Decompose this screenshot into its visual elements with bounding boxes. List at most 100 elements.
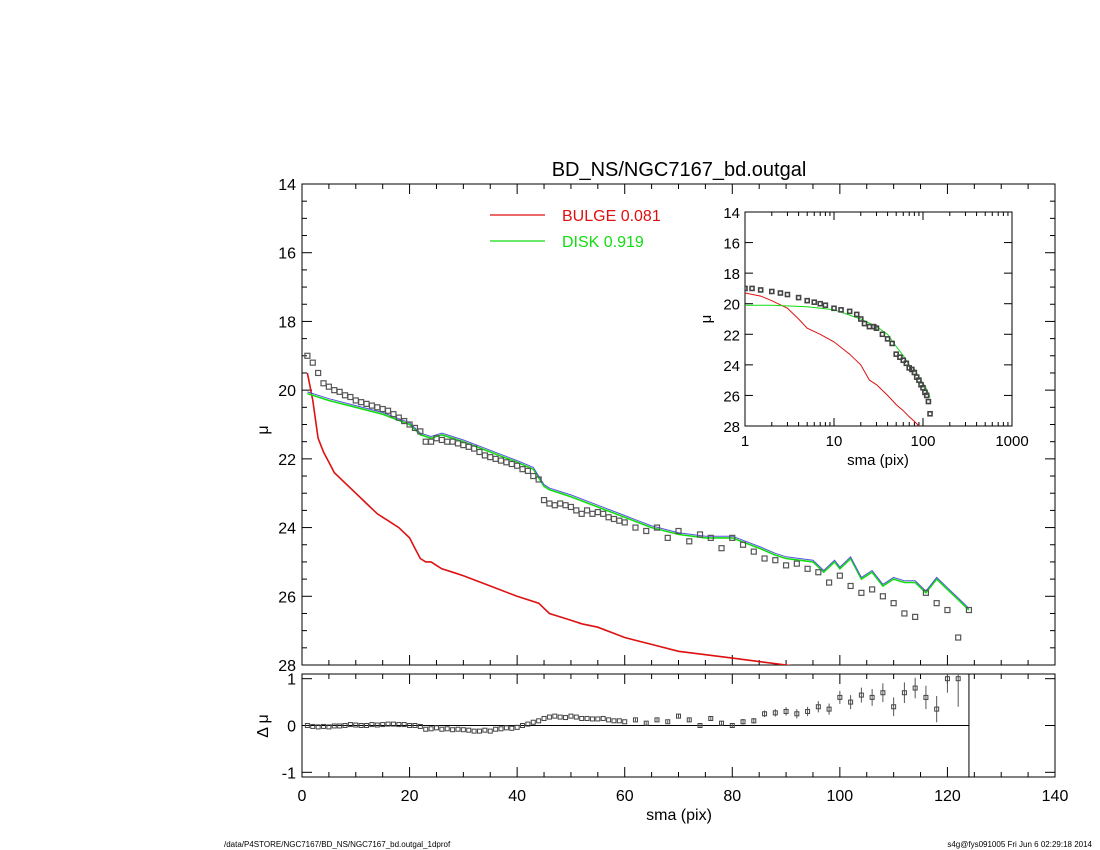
data-point <box>836 572 843 579</box>
y-tick-label: 16 <box>278 246 296 263</box>
data-point <box>912 613 919 621</box>
data-point <box>492 455 499 462</box>
residual-point <box>536 718 542 724</box>
data-point <box>600 510 607 517</box>
main-panel: 14 16 18 20 22 24 26 28 μ <box>255 177 1056 675</box>
residual-point <box>390 721 396 727</box>
y-tick-label: 24 <box>278 521 296 538</box>
inset-point <box>846 308 853 315</box>
residual-point <box>321 723 327 729</box>
y-tick-label: 28 <box>723 419 740 436</box>
x-tick-label: 1 <box>741 433 749 450</box>
data-point <box>476 448 483 456</box>
y-tick-label: 20 <box>723 297 740 314</box>
residual-point <box>498 726 504 732</box>
residual-point <box>310 723 316 729</box>
series-line <box>307 391 970 609</box>
data-point <box>761 555 768 562</box>
data-point <box>573 507 580 514</box>
y-tick-label: 0 <box>287 719 296 736</box>
data-point <box>955 634 962 641</box>
residual-point <box>374 722 380 728</box>
footer-stamp: s4g@fys091005 Fri Jun 6 02:29:18 2014 <box>947 840 1092 849</box>
residual-point <box>869 694 875 700</box>
x-tick-label: 100 <box>827 788 854 805</box>
legend-label: DISK 0.919 <box>562 234 644 251</box>
residual-point <box>369 722 375 728</box>
residual-point <box>891 704 897 710</box>
data-point <box>304 352 311 359</box>
residual-point <box>417 723 423 729</box>
data-point <box>815 569 822 576</box>
data-point <box>594 509 601 516</box>
inset-point <box>822 302 829 309</box>
data-point <box>653 524 661 531</box>
y-tick-label: 14 <box>723 205 740 222</box>
residual-point <box>826 706 832 712</box>
inset-point <box>923 392 930 399</box>
inset-point <box>861 320 868 327</box>
x-tick-label: 100 <box>910 433 935 450</box>
data-point <box>583 507 591 514</box>
residual-point <box>433 725 439 731</box>
data-point <box>739 541 747 548</box>
data-point <box>315 369 322 377</box>
data-point <box>320 380 327 387</box>
data-point <box>562 502 569 509</box>
data-point <box>309 359 316 366</box>
residual-point <box>568 713 574 719</box>
data-point <box>610 515 618 523</box>
residual-point <box>493 726 499 732</box>
residual-point <box>654 717 660 723</box>
inset-point <box>831 305 837 312</box>
data-point <box>707 534 714 541</box>
residual-point <box>740 719 746 725</box>
inset-series-line <box>745 292 920 426</box>
data-point <box>374 404 381 411</box>
residual-point <box>794 711 800 717</box>
data-point <box>540 496 548 504</box>
residual-point <box>606 717 612 723</box>
residual-point <box>848 699 854 705</box>
residual-point <box>616 718 622 724</box>
residual-point <box>487 728 493 734</box>
residual-point <box>530 719 536 725</box>
residual-point <box>579 715 585 721</box>
inset-point <box>889 340 895 347</box>
data-point <box>589 510 596 517</box>
data-point <box>438 436 445 444</box>
y-tick-label: 26 <box>278 589 296 606</box>
data-point <box>406 421 413 428</box>
residual-point <box>837 694 843 700</box>
data-point <box>793 560 800 567</box>
data-point <box>427 438 435 445</box>
residual-point <box>514 724 520 730</box>
data-point <box>605 514 612 521</box>
data-point <box>922 589 930 596</box>
residual-point <box>600 715 606 721</box>
inset-point <box>884 336 891 342</box>
residual-point <box>858 692 864 698</box>
inset-point <box>817 300 824 307</box>
residual-point <box>573 714 579 720</box>
residual-point <box>450 727 456 733</box>
data-point <box>347 393 354 401</box>
residual-point <box>729 723 735 728</box>
inset-point <box>879 331 886 338</box>
series-line <box>306 372 793 665</box>
y-axis-label: Δ μ <box>255 714 272 737</box>
data-point <box>368 402 376 409</box>
legend-label: BULGE 0.081 <box>562 208 661 225</box>
residual-point <box>632 717 638 723</box>
inset-plot-area <box>745 285 933 426</box>
x-tick-label: 40 <box>508 788 526 805</box>
data-point <box>643 527 650 535</box>
residual-point <box>401 722 407 728</box>
y-tick-label: 28 <box>278 658 296 675</box>
residual-point <box>353 722 359 728</box>
inset-point <box>795 294 802 301</box>
data-point <box>847 582 854 590</box>
inset-point <box>804 297 811 304</box>
data-point <box>804 565 811 572</box>
